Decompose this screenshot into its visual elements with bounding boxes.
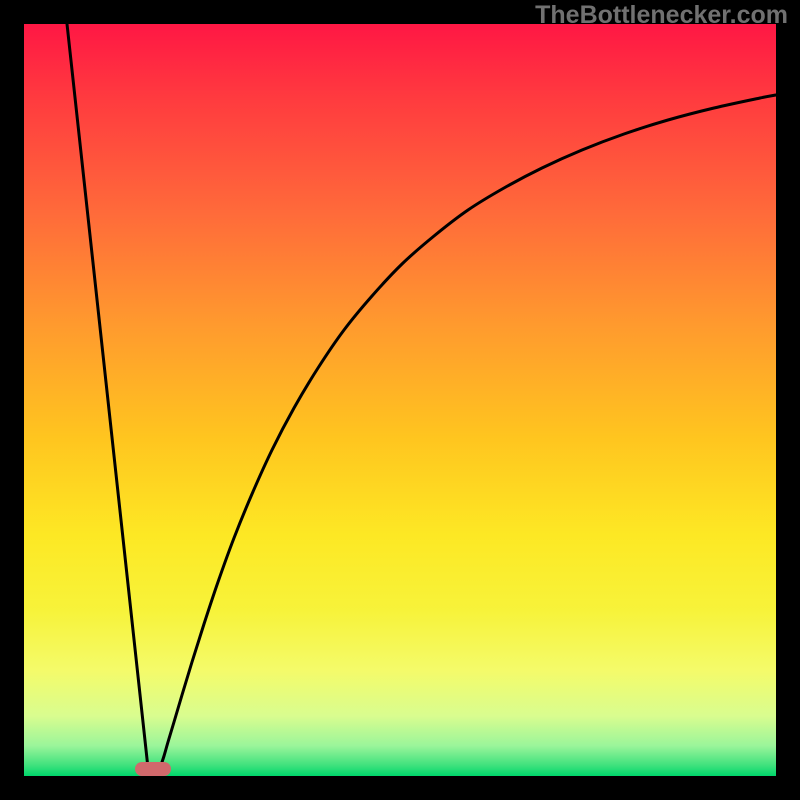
curves-layer [0,0,800,800]
right-curve [160,95,776,768]
optimal-marker [135,762,171,776]
left-curve [67,24,148,768]
watermark-text: TheBottlenecker.com [535,1,788,30]
chart-container: TheBottlenecker.com [0,0,800,800]
